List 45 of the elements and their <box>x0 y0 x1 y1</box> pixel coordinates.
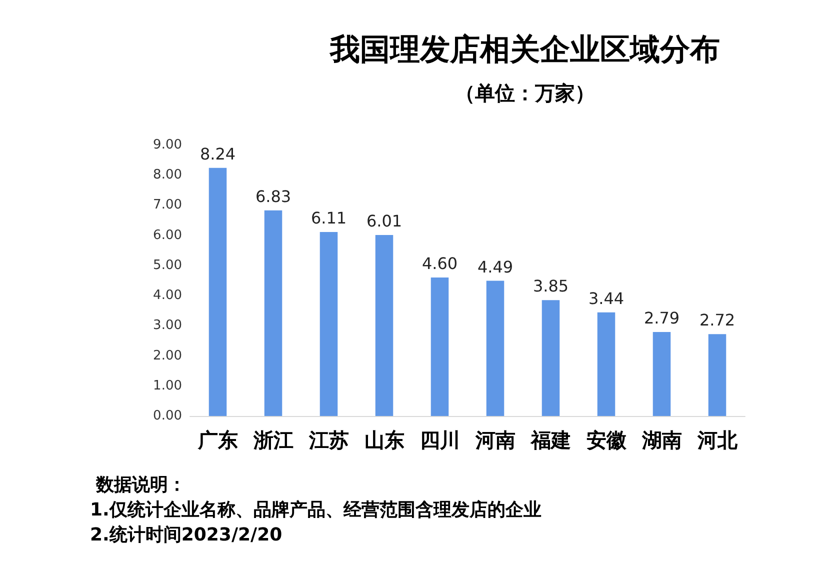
chart-title: 我国理发店相关企业区域分布 <box>329 32 720 68</box>
text: 数据说明： <box>95 474 186 496</box>
x-tick-label: 河南 <box>474 428 516 452</box>
x-tick-label: 江苏 <box>308 428 349 452</box>
y-tick-label: 1.00 <box>153 378 182 394</box>
bar <box>542 300 560 416</box>
data-label: 4.49 <box>477 257 514 276</box>
data-label: 3.44 <box>588 288 624 308</box>
y-tick-label: 8.00 <box>153 168 182 183</box>
bar <box>652 332 671 416</box>
y-tick-label: 2.00 <box>153 348 182 364</box>
y-tick-label: 5.00 <box>153 258 182 273</box>
y-tick-label: 4.00 <box>153 288 182 304</box>
bar <box>208 168 227 416</box>
data-label: 2.79 <box>644 308 680 328</box>
bar <box>708 334 726 416</box>
chart-subtitle: （单位：万家） <box>455 81 595 105</box>
bar <box>264 210 282 416</box>
x-tick-label: 福建 <box>530 428 571 452</box>
data-label: 8.24 <box>200 144 236 164</box>
data-label: 4.60 <box>422 254 458 273</box>
bar <box>430 277 449 416</box>
x-tick-label: 四川 <box>420 428 460 452</box>
y-tick-label: 0.00 <box>153 408 182 424</box>
x-tick-label: 河北 <box>696 428 738 452</box>
x-tick-label: 湖南 <box>640 428 682 452</box>
bar <box>597 312 616 416</box>
x-tick-label: 安徽 <box>586 428 628 452</box>
y-tick-label: 9.00 <box>153 138 182 152</box>
data-label: 6.83 <box>255 186 292 206</box>
data-label: 3.85 <box>532 276 569 296</box>
data-label: 6.11 <box>310 208 347 228</box>
y-tick-label: 7.00 <box>153 198 182 213</box>
bar <box>486 280 504 416</box>
x-tick-label: 山东 <box>364 428 404 452</box>
data-label: 6.01 <box>366 212 402 231</box>
y-tick-label: 3.00 <box>153 318 182 334</box>
text: 1.仅统计企业名称、品牌产品、经营范围含理发店的企业 <box>90 500 542 520</box>
data-label: 2.72 <box>699 310 736 330</box>
x-tick-label: 浙江 <box>252 428 294 452</box>
text: 2.统计时间2023/2/20 <box>90 524 282 546</box>
bar <box>320 232 338 416</box>
x-tick-label: 广东 <box>196 428 238 452</box>
bar <box>375 235 394 416</box>
y-tick-label: 6.00 <box>153 228 182 243</box>
